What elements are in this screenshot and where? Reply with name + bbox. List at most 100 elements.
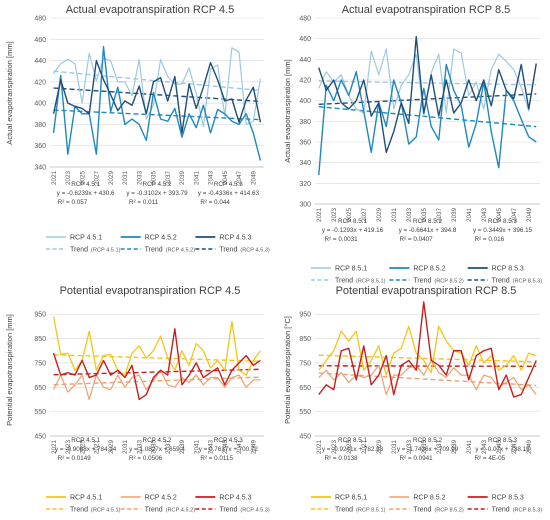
y-tick-label: 650 xyxy=(299,385,311,392)
x-tick-label: 2021 xyxy=(316,208,323,223)
x-tick-label: 2043 xyxy=(208,171,215,186)
legend-series-label: RCP 4.5.3 xyxy=(219,495,251,502)
y-tick-label: 750 xyxy=(299,360,311,367)
x-tick-label: 2049 xyxy=(526,208,533,223)
legend-trend-series-label: (RCP 4.5.2) xyxy=(166,508,196,514)
series-line-2 xyxy=(52,46,262,161)
legend-trend-series-label: (RCP 8.5.2) xyxy=(434,508,464,514)
x-tick-label: 2049 xyxy=(526,440,533,455)
chart-title: Potential evapotranspiration RCP 4.5 xyxy=(60,285,241,297)
trend-line-1 xyxy=(318,354,537,363)
legend-trend-label: Trend xyxy=(413,278,431,285)
legend-trend-series-label: (RCP 4.5.2) xyxy=(166,248,196,254)
trend-r-squared: R² = 0.057 xyxy=(58,199,88,206)
trend-line-2 xyxy=(53,376,261,386)
trend-annotation-title: RCP 8.5.3 xyxy=(488,218,517,225)
x-tick-label: 2021 xyxy=(316,440,323,455)
x-tick-label: 2047 xyxy=(236,440,243,455)
legend-trend-label: Trend xyxy=(335,507,353,514)
y-axis-label: Actual evapotranspiration [mm] xyxy=(5,41,14,144)
trend-equation: y = 0.3449x + 396.15 xyxy=(473,227,533,234)
y-tick-label: 650 xyxy=(34,385,46,392)
x-tick-label: 2037 xyxy=(165,171,172,186)
x-tick-label: 2023 xyxy=(65,440,72,455)
y-tick-label: 480 xyxy=(34,16,46,23)
trend-equation: y = -0.3102x + 393.79 xyxy=(126,190,188,197)
legend-trend-series-label: (RCP 8.5.2) xyxy=(434,279,464,285)
y-tick-label: 400 xyxy=(34,101,46,108)
legend-series-label: RCP 4.5.1 xyxy=(70,495,102,502)
x-tick-label: 2043 xyxy=(208,440,215,455)
series-line-3 xyxy=(52,59,262,134)
legend-trend-series-label: (RCP 4.5.1) xyxy=(91,508,121,514)
x-tick-label: 2049 xyxy=(251,440,258,455)
x-tick-label: 2047 xyxy=(511,208,518,223)
x-tick-label: 2029 xyxy=(376,208,383,223)
y-axis-label: Actual evapotranspiration [mm] xyxy=(283,59,292,162)
x-tick-label: 2033 xyxy=(406,208,413,223)
y-tick-label: 950 xyxy=(34,312,46,319)
y-tick-label: 380 xyxy=(299,119,311,126)
y-tick-label: 400 xyxy=(299,98,311,105)
x-tick-label: 2031 xyxy=(122,440,129,455)
legend-trend-label: Trend xyxy=(70,507,88,514)
legend-series-label: RCP 4.5.1 xyxy=(70,235,102,242)
trend-annotation-title: RCP 4.5.3 xyxy=(214,437,243,444)
trend-annotation-title: RCP 4.5.1 xyxy=(71,181,100,188)
y-tick-label: 340 xyxy=(299,160,311,167)
y-tick-label: 450 xyxy=(34,434,46,441)
legend-trend-series-label: (RCP 4.5.3) xyxy=(240,508,270,514)
trend-line-1 xyxy=(53,354,261,362)
trend-r-squared: R² = 0.0115 xyxy=(200,455,233,462)
series-line-1 xyxy=(52,316,261,376)
x-tick-label: 2021 xyxy=(51,440,58,455)
y-tick-label: 750 xyxy=(34,360,46,367)
x-tick-label: 2039 xyxy=(179,171,186,186)
y-tick-label: 460 xyxy=(299,36,311,43)
x-tick-label: 2023 xyxy=(331,440,338,455)
y-tick-label: 440 xyxy=(34,58,46,65)
legend-series-label: RCP 8.5.1 xyxy=(335,266,367,273)
legend-trend-series-label: (RCP 8.5.3) xyxy=(513,279,543,285)
chart-panel-3: Potential evapotranspiration RCP 4.5 Pote… xyxy=(5,285,270,514)
x-tick-label: 2041 xyxy=(466,208,473,223)
y-tick-label: 320 xyxy=(299,181,311,188)
trend-equation: y = -0.1293x + 419.16 xyxy=(322,227,384,234)
legend-trend-label: Trend xyxy=(70,247,88,254)
trend-line-1 xyxy=(53,70,261,92)
x-tick-label: 2025 xyxy=(79,440,86,455)
legend-series-label: RCP 4.5.2 xyxy=(145,235,177,242)
trend-line-2 xyxy=(53,109,261,121)
x-tick-label: 2047 xyxy=(511,440,518,455)
x-tick-label: 2025 xyxy=(346,440,353,455)
x-tick-label: 2029 xyxy=(108,440,115,455)
x-tick-label: 2041 xyxy=(193,171,200,186)
x-tick-label: 2031 xyxy=(391,440,398,455)
y-tick-label: 300 xyxy=(299,202,311,209)
legend-trend-label: Trend xyxy=(145,507,163,514)
x-tick-label: 2043 xyxy=(481,208,488,223)
trend-annotation-title: RCP 8.5.3 xyxy=(488,437,517,444)
x-tick-label: 2037 xyxy=(436,440,443,455)
y-tick-label: 380 xyxy=(34,122,46,129)
y-axis-label: Potential evapotranspiration [°C] xyxy=(283,316,292,424)
trend-equation: y = -0.6239x + 430.6 xyxy=(57,190,115,197)
legend-trend-series-label: (RCP 4.5.3) xyxy=(240,248,270,254)
trend-annotation-title: RCP 4.5.1 xyxy=(71,437,100,444)
trend-r-squared: R² = 4E-05 xyxy=(475,455,506,462)
x-tick-label: 2025 xyxy=(346,208,353,223)
y-tick-label: 850 xyxy=(299,336,311,343)
series-line-3 xyxy=(318,35,537,154)
legend-trend-label: Trend xyxy=(219,507,237,514)
x-tick-label: 2023 xyxy=(65,171,72,186)
y-tick-label: 360 xyxy=(299,140,311,147)
series-line-2 xyxy=(318,63,537,176)
legend-trend-label: Trend xyxy=(413,507,431,514)
trend-equation: y = -0.9083x + 784.14 xyxy=(55,446,117,453)
x-tick-label: 2033 xyxy=(406,440,413,455)
trend-annotation-title: RCP 4.5.3 xyxy=(214,181,243,188)
x-tick-label: 2039 xyxy=(179,440,186,455)
y-tick-label: 460 xyxy=(34,37,46,44)
